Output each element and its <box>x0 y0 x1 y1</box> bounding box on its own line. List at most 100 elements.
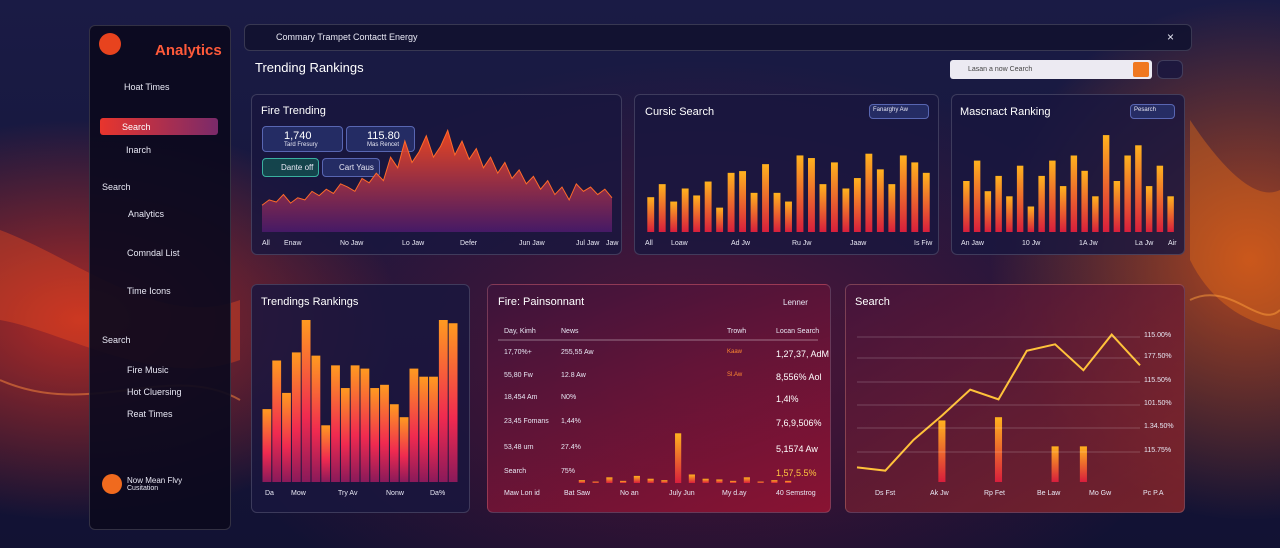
bar <box>994 417 1003 482</box>
bar <box>938 420 946 482</box>
filter[interactable] <box>1130 104 1175 119</box>
bar <box>739 171 747 232</box>
table-cell: Search <box>504 468 527 475</box>
bar <box>716 207 724 232</box>
bar <box>1059 186 1067 232</box>
button[interactable] <box>262 158 319 177</box>
table-cell: Sl.Aw <box>727 372 743 378</box>
top-search[interactable] <box>244 24 1192 51</box>
x-tick-label: No an <box>620 490 639 497</box>
search-box[interactable] <box>950 60 1152 79</box>
x-tick-label: 1A Jw <box>1079 240 1098 247</box>
bar <box>819 184 827 232</box>
table-cell: 255,55 Aw <box>561 349 594 356</box>
close-icon[interactable]: × <box>1167 30 1175 44</box>
panel-title: Fire Trending <box>261 105 326 117</box>
bar <box>730 480 737 483</box>
bar <box>757 481 764 483</box>
table-header: Day, Kimh <box>504 328 536 335</box>
x-tick-label: Mo Gw <box>1089 490 1112 497</box>
search-button[interactable] <box>1133 62 1149 77</box>
area <box>262 130 612 232</box>
bar <box>842 188 850 232</box>
dropdown[interactable] <box>1157 60 1183 79</box>
table-cell: 17,70%+ <box>504 349 532 356</box>
nav-item[interactable]: Reat Times <box>127 409 173 419</box>
x-tick-label: Ak Jw <box>930 490 949 497</box>
bar <box>670 201 678 232</box>
nav-item[interactable]: Fire Music <box>127 365 169 375</box>
brand: Analytics <box>155 42 222 59</box>
bar <box>331 365 340 482</box>
bar <box>995 175 1002 232</box>
nav-active[interactable] <box>100 118 218 135</box>
bar <box>429 376 438 482</box>
axis-label: 177.50% <box>1144 353 1172 360</box>
bar <box>865 153 873 232</box>
x-tick-label: Da <box>265 490 274 497</box>
bar <box>282 392 291 482</box>
table-cell: 18,454 Am <box>504 394 538 401</box>
search-query: Commary Trampet Contactt Energy <box>276 32 418 42</box>
bar <box>681 188 689 232</box>
bar <box>1145 186 1153 232</box>
bar <box>899 155 907 232</box>
bar <box>606 477 613 483</box>
bar <box>448 323 458 482</box>
axis-label: 115.50% <box>1144 377 1172 384</box>
bar <box>1156 165 1164 232</box>
table-cell: 1,27,37, AdM <box>776 349 830 359</box>
x-tick-label: Defer <box>460 240 478 247</box>
bar <box>693 195 701 232</box>
nav-item[interactable]: Analytics <box>128 209 165 219</box>
nav-item[interactable]: Hot Cluersing <box>127 387 182 397</box>
bar <box>321 425 331 482</box>
table-header: News <box>561 328 579 335</box>
table-cell: 1,4l% <box>776 394 799 404</box>
axis-label: 115.75% <box>1144 447 1172 454</box>
bar <box>853 178 861 232</box>
table-header: Trowh <box>727 328 747 335</box>
search-placeholder: Lasan a now Cearch <box>968 66 1033 73</box>
bar <box>1102 135 1110 232</box>
bar <box>922 172 930 232</box>
x-tick-label: Rp Fet <box>984 490 1006 497</box>
stat-value: 115.80 <box>367 130 400 142</box>
panel-title: Cursic Search <box>645 106 715 118</box>
button[interactable] <box>322 158 380 177</box>
bar <box>796 155 804 232</box>
bar <box>350 365 360 482</box>
filter-label: Pesarch <box>1134 107 1157 113</box>
bar <box>1006 196 1013 232</box>
table-cell: 53,48 urn <box>504 444 534 451</box>
legend-label: Lenner <box>783 298 808 307</box>
filter[interactable] <box>869 104 929 119</box>
x-tick-label: My d.ay <box>722 490 747 497</box>
bar <box>340 388 350 482</box>
nav-item[interactable]: Time Icons <box>127 286 171 296</box>
bar <box>963 181 970 232</box>
nav-item[interactable]: Hoat Times <box>124 82 170 92</box>
bar <box>592 481 599 483</box>
bar <box>633 475 640 483</box>
bar <box>727 172 735 232</box>
bar <box>301 320 311 482</box>
bar <box>675 433 682 483</box>
nav-item[interactable]: Search <box>122 122 151 132</box>
nav-item[interactable]: Inarch <box>126 145 152 155</box>
x-tick-label: La Jw <box>1135 240 1154 247</box>
bar <box>399 417 409 482</box>
bar <box>830 162 838 232</box>
nav-item[interactable]: Comndal List <box>127 248 180 258</box>
bar <box>876 169 884 232</box>
page-title: Trending Rankings <box>255 60 364 75</box>
x-tick-label: Ru Jw <box>792 240 812 247</box>
table-cell: 23,45 Fomans <box>504 418 549 425</box>
bar <box>1135 145 1142 232</box>
stat-label: Tard Fresury <box>284 142 318 148</box>
section-label: Search <box>102 182 131 192</box>
line <box>856 333 1141 472</box>
axis-label: 1.34.50% <box>1144 423 1174 430</box>
x-tick-label: Is Fiw <box>914 240 933 247</box>
